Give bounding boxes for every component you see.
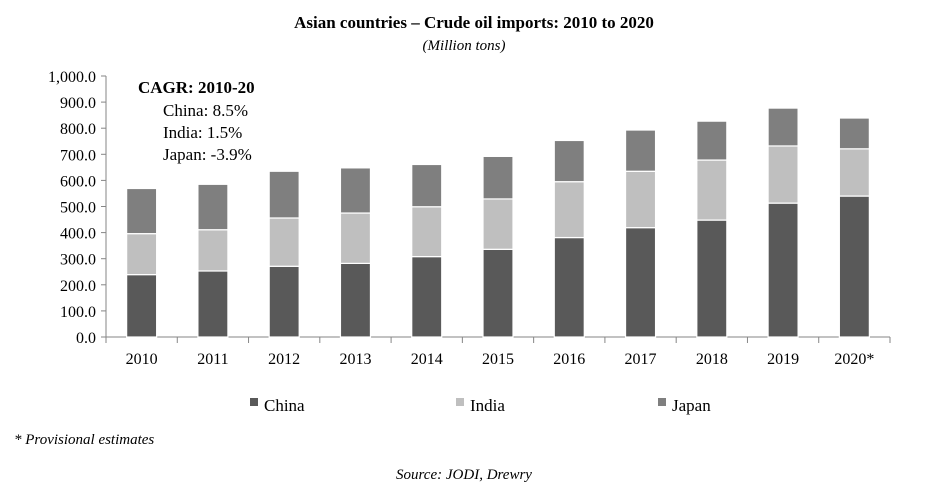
- y-tick-label: 1,000.0: [48, 69, 96, 86]
- bar-india-2020: [838, 148, 870, 197]
- bar-japan-2019: [767, 107, 799, 147]
- chart-title: Asian countries – Crude oil imports: 201…: [294, 13, 654, 32]
- bar-china-2017: [624, 227, 657, 338]
- y-tick-label: 800.0: [60, 121, 96, 138]
- x-tick-label: 2015: [482, 351, 514, 368]
- bar-japan-2015: [482, 155, 514, 200]
- y-axis: 0.0 100.0 200.0 300.0 400.0 500.0 600.0 700.0 80…: [48, 69, 107, 347]
- bar-china-2012: [268, 265, 300, 338]
- bar-china-2013: [339, 262, 372, 338]
- bar-japan-2012: [268, 170, 300, 219]
- bar-china-2020: [838, 195, 870, 338]
- legend-swatch-japan: [658, 398, 666, 406]
- cagr-title: CAGR: 2010-20: [138, 78, 255, 97]
- cagr-line-india: India: 1.5%: [163, 123, 242, 142]
- bar-india-2018: [696, 159, 728, 221]
- y-tick-label: 900.0: [60, 95, 96, 112]
- legend-label-india: India: [470, 396, 505, 415]
- bar-india-2019: [767, 145, 799, 204]
- y-tick-label: 500.0: [60, 200, 96, 217]
- bar-india-2015: [482, 198, 514, 250]
- bar-china-2019: [767, 202, 799, 338]
- x-tick-label: 2014: [411, 351, 443, 368]
- legend-label-japan: Japan: [672, 396, 711, 415]
- bar-china-2018: [696, 219, 728, 338]
- bar-china-2015: [482, 248, 514, 338]
- x-tick-label: 2013: [339, 351, 371, 368]
- bar-japan-2010: [126, 187, 158, 235]
- source-note: Source: JODI, Drewry: [396, 467, 532, 483]
- bars: [126, 107, 870, 338]
- bar-china-2016: [553, 236, 585, 338]
- x-tick-label: 2012: [268, 351, 300, 368]
- cagr-line-china: China: 8.5%: [163, 101, 248, 120]
- bar-japan-2017: [624, 129, 657, 172]
- bar-china-2010: [126, 274, 158, 338]
- legend-label-china: China: [264, 396, 305, 415]
- y-tick-label: 400.0: [60, 226, 96, 243]
- bar-india-2010: [126, 233, 158, 276]
- bar-china-2014: [411, 256, 443, 338]
- bar-india-2012: [268, 217, 300, 267]
- legend-swatch-china: [250, 398, 258, 406]
- x-tick-label: 2011: [197, 351, 228, 368]
- bar-japan-2016: [553, 139, 585, 183]
- x-tick-label: 2010: [126, 351, 158, 368]
- bar-japan-2014: [411, 163, 443, 208]
- y-tick-label: 600.0: [60, 173, 96, 190]
- legend-swatch-india: [456, 398, 464, 406]
- chart-subtitle: (Million tons): [423, 38, 506, 54]
- bar-japan-2011: [197, 183, 229, 231]
- x-tick-label: 2018: [696, 351, 728, 368]
- bar-japan-2018: [696, 120, 728, 161]
- bar-japan-2020: [838, 117, 870, 150]
- x-tick-label: 2019: [767, 351, 799, 368]
- x-axis: 2010 2011 2012 2013 2014 2015 2016 2017 2018 2019…: [105, 336, 891, 368]
- legend: China India Japan: [250, 396, 711, 415]
- cagr-annotation: CAGR: 2010-20 China: 8.5% India: 1.5% Ja…: [138, 78, 255, 164]
- footnote: * Provisional estimates: [14, 432, 154, 448]
- y-tick-label: 200.0: [60, 278, 96, 295]
- x-tick-label: 2016: [553, 351, 585, 368]
- x-tick-label: 2020*: [834, 351, 874, 368]
- bar-india-2013: [339, 212, 372, 264]
- cagr-line-japan: Japan: -3.9%: [163, 145, 252, 164]
- bar-india-2016: [553, 181, 585, 239]
- bar-india-2014: [411, 206, 443, 258]
- x-tick-label: 2017: [625, 351, 657, 368]
- y-tick-label: 0.0: [76, 330, 96, 347]
- y-tick-label: 100.0: [60, 304, 96, 321]
- bar-china-2011: [197, 270, 229, 338]
- bar-india-2011: [197, 229, 229, 272]
- bar-india-2017: [624, 170, 657, 229]
- y-tick-label: 300.0: [60, 252, 96, 269]
- y-tick-label: 700.0: [60, 147, 96, 164]
- bar-japan-2013: [339, 167, 372, 214]
